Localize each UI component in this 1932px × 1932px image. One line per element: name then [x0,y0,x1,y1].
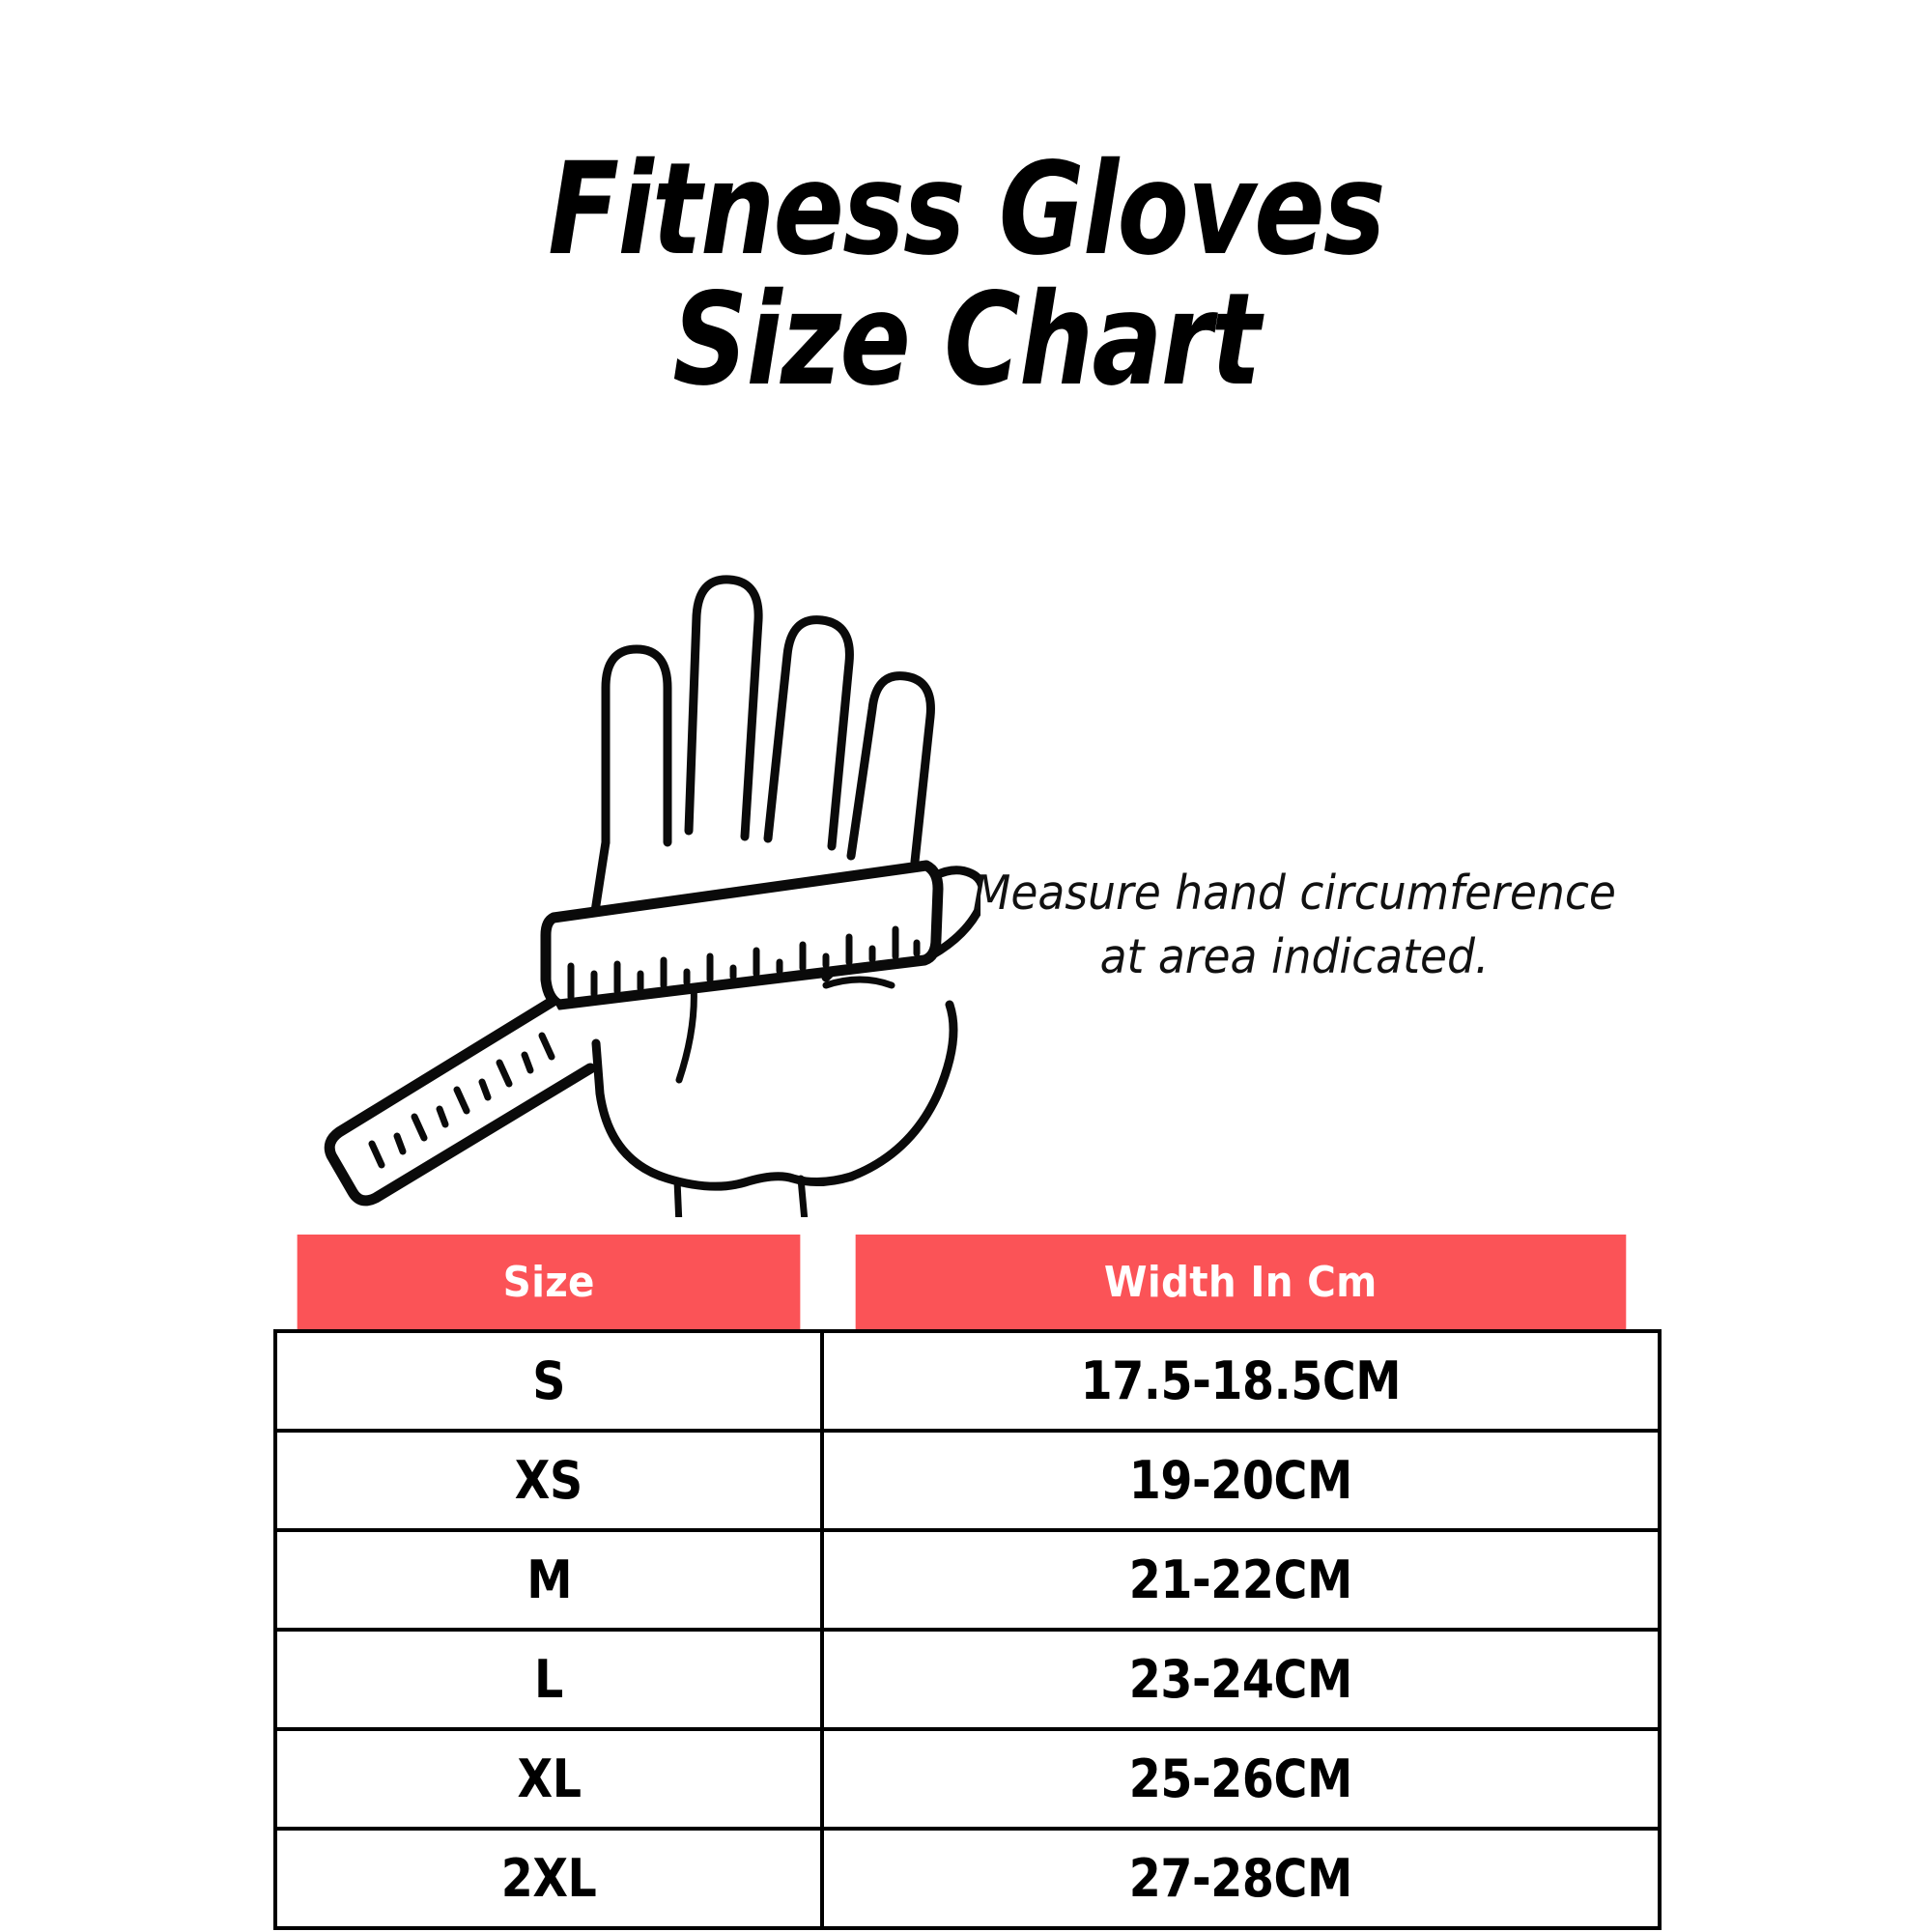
title-line-2: Size Chart [672,265,1261,414]
cell-width-text: 21-22CM [1129,1549,1353,1610]
finger-ring-icon [763,615,854,851]
size-chart-table: Size Width In Cm S 17.5-18.5CM XS 19-20C… [272,1235,1662,1930]
cell-width: 19-20CM [820,1429,1662,1532]
cell-size: XS [272,1429,825,1532]
wrist-line-right-icon [797,1175,809,1217]
cell-size-text: XS [515,1450,583,1511]
wrist-line-left-icon [673,1177,683,1217]
size-table-container: Size Width In Cm S 17.5-18.5CM XS 19-20C… [272,1235,1662,1930]
finger-index-icon [601,644,672,847]
cell-width: 27-28CM [820,1827,1662,1930]
column-header-width: Width In Cm [856,1235,1627,1331]
title-line-1: Fitness Gloves [548,135,1385,284]
cell-size: XL [272,1727,825,1831]
cell-width-text: 23-24CM [1129,1649,1353,1710]
cell-width: 21-22CM [820,1528,1662,1632]
cell-size: M [272,1528,825,1632]
page-title: Fitness Gloves Size Chart [0,145,1932,405]
table-header-row: Size Width In Cm [275,1235,1660,1331]
palm-outline-bottom-icon [591,1038,856,1191]
size-table-body: S 17.5-18.5CM XS 19-20CM M 21-22CM L 23-… [272,1329,1662,1930]
table-row: S 17.5-18.5CM [272,1329,1662,1433]
cell-size: 2XL [272,1827,825,1930]
cell-width-text: 17.5-18.5CM [1080,1350,1402,1411]
table-row: XL 25-26CM [272,1727,1662,1831]
table-row: 2XL 27-28CM [272,1827,1662,1930]
measuring-tape-ticks-icon [567,925,921,1001]
cell-size: L [272,1628,825,1731]
measure-instruction-caption: Measure hand circumference at area indic… [953,862,1636,988]
table-row: M 21-22CM [272,1528,1662,1632]
cell-size: S [272,1329,825,1433]
cell-width-text: 25-26CM [1129,1748,1353,1809]
table-row: L 23-24CM [272,1628,1662,1731]
cell-width-text: 19-20CM [1129,1450,1353,1511]
cell-size-text: S [532,1350,566,1411]
thumb-crease-icon [822,976,895,989]
cell-width: 23-24CM [820,1628,1662,1731]
table-row: XS 19-20CM [272,1429,1662,1532]
caption-line-2: at area indicated. [1099,928,1490,984]
palm-outline-right-icon [846,1000,958,1181]
cell-size-text: M [526,1549,572,1610]
column-header-size: Size [297,1235,801,1331]
finger-middle-icon [684,575,763,841]
cell-size-text: XL [517,1748,582,1809]
cell-size-text: 2XL [500,1848,597,1909]
measuring-tape-band-icon [540,860,944,1010]
caption-line-1: Measure hand circumference [973,866,1616,921]
finger-pinky-icon [846,671,935,867]
hand-measurement-illustration [246,502,980,1217]
cell-width-text: 27-28CM [1129,1848,1353,1909]
cell-size-text: L [534,1649,564,1710]
cell-width: 25-26CM [820,1727,1662,1831]
cell-width: 17.5-18.5CM [820,1329,1662,1433]
measuring-tape-tail-ticks-icon [368,1032,555,1169]
size-table-head: Size Width In Cm [275,1235,1660,1331]
